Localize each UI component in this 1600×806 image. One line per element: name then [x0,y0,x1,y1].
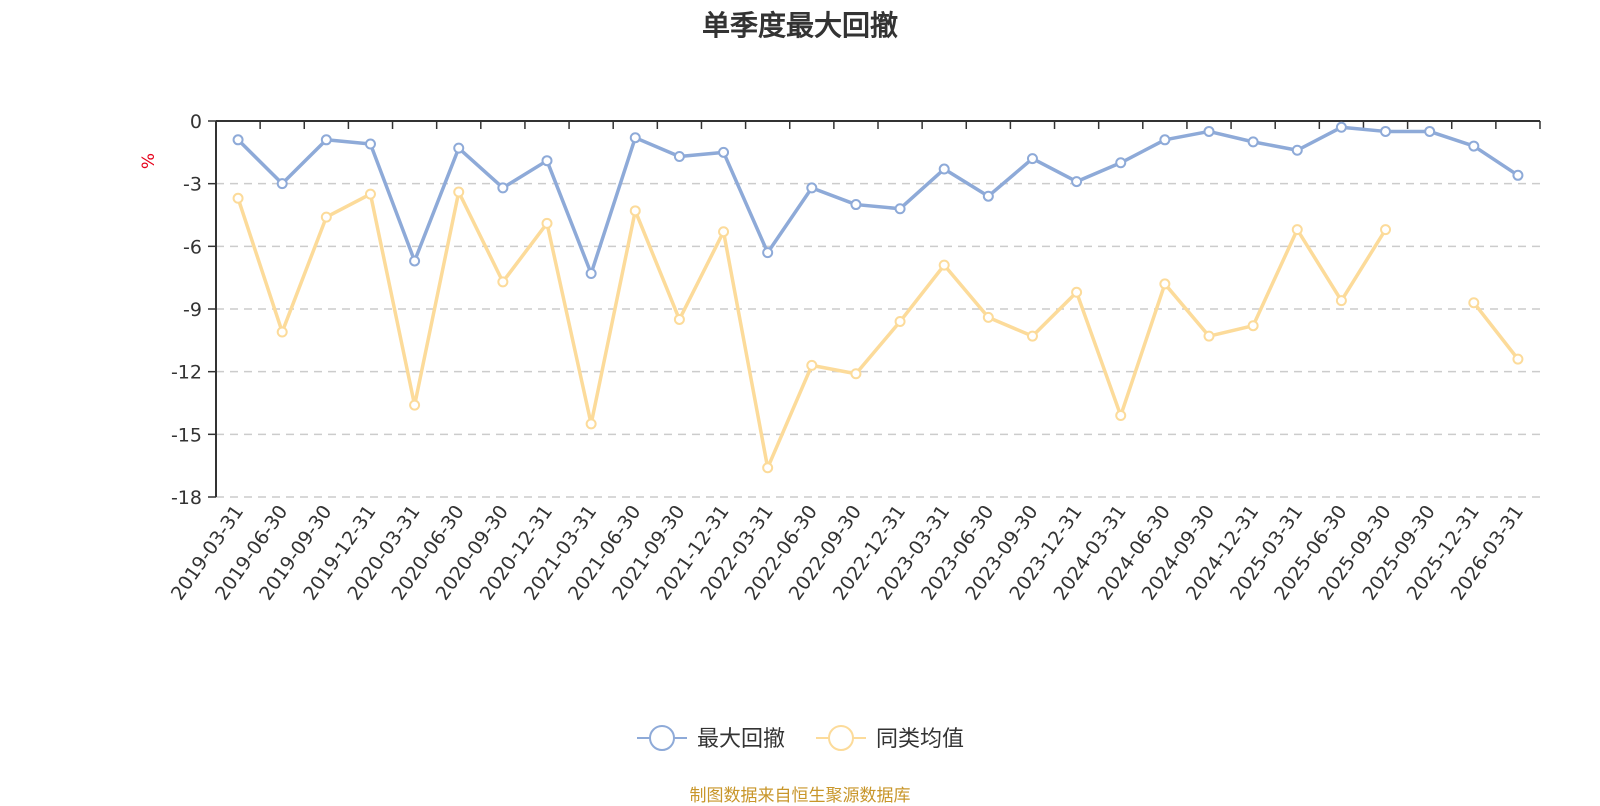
data-point [1247,136,1259,148]
data-point [541,155,553,167]
data-point [938,259,950,271]
data-point [938,163,950,175]
data-point [629,132,641,144]
data-point [232,192,244,204]
y-tick-labels: 0 -3 -6 -9 -12 -15 -18 [171,111,202,509]
data-point [1380,125,1392,137]
data-point [1203,330,1215,342]
data-point [762,462,774,474]
legend: 最大回撤 同类均值 [637,725,964,752]
data-point [1026,153,1038,165]
data-point [894,316,906,328]
data-point [1291,224,1303,236]
series-lines [232,121,1524,474]
data-point [497,182,509,194]
data-point [453,186,465,198]
series-line [236,190,1388,470]
series-peer-average [232,186,1524,474]
y-tick-label: -15 [171,424,202,446]
axes [208,120,1541,498]
data-point [1115,157,1127,169]
data-point [894,203,906,215]
data-point [673,313,685,325]
data-point [1203,125,1215,137]
y-axis-label: % [139,153,159,169]
data-point [1512,353,1524,365]
chart-title: 单季度最大回撤 [701,9,898,42]
y-tick-label: -9 [183,299,202,321]
data-point [850,199,862,211]
legend-marker [828,725,854,751]
y-tick-label: -12 [171,362,202,384]
data-point [1468,297,1480,309]
data-point [585,418,597,430]
data-point [364,138,376,150]
data-point [673,151,685,163]
legend-marker [649,725,675,751]
data-point [806,182,818,194]
legend-label: 最大回撤 [697,727,785,752]
data-point [1071,286,1083,298]
data-point [541,217,553,229]
data-point [1159,278,1171,290]
x-tick-labels: 2019-03-312019-06-302019-09-302019-12-31… [167,501,1528,604]
data-point [276,326,288,338]
data-point [409,255,421,267]
legend-label: 同类均值 [876,727,964,752]
data-point [1247,320,1259,332]
y-tick-label: -18 [171,487,202,509]
data-point [276,178,288,190]
data-point [320,211,332,223]
data-point [364,188,376,200]
data-point [1115,410,1127,422]
data-point [1380,224,1392,236]
data-point [497,276,509,288]
data-point [718,226,730,238]
y-tick-label: -3 [183,174,202,196]
y-tick-label: 0 [190,111,202,133]
data-point [629,205,641,217]
data-point [1512,169,1524,181]
series-line [236,125,1519,276]
data-point [1026,330,1038,342]
data-point [806,359,818,371]
data-point [409,399,421,411]
data-point [762,247,774,259]
data-point [718,146,730,158]
data-point [1335,295,1347,307]
data-point [320,134,332,146]
y-tick-label: -6 [183,236,202,258]
data-point [982,190,994,202]
source-note: 制图数据来自恒生聚源数据库 [689,786,911,806]
data-point [585,267,597,279]
data-point [1071,176,1083,188]
data-point [1468,140,1480,152]
data-point [1159,134,1171,146]
series-line [1472,301,1520,361]
series-max-drawdown [232,121,1524,279]
grid-lines [216,182,1540,498]
data-point [232,134,244,146]
data-point [1335,121,1347,133]
data-point [453,142,465,154]
data-point [1424,125,1436,137]
data-point [1291,144,1303,156]
data-point [982,311,994,323]
data-point [850,368,862,380]
